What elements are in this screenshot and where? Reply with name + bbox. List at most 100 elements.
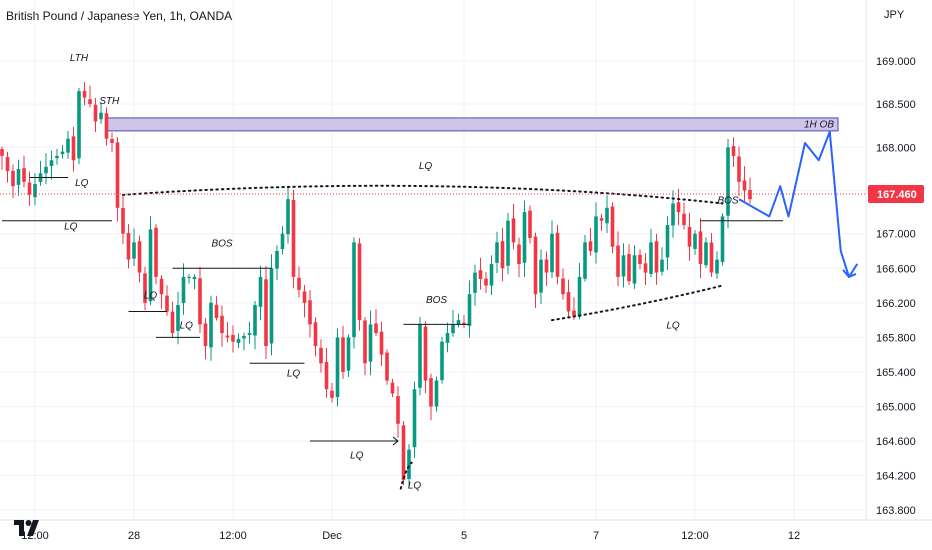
candle[interactable] (676, 188, 681, 226)
candle[interactable] (445, 322, 450, 353)
candle[interactable] (291, 189, 296, 289)
candle[interactable] (159, 275, 164, 309)
candle[interactable] (390, 378, 395, 398)
candle[interactable] (379, 321, 384, 367)
candle[interactable] (605, 195, 609, 233)
candle[interactable] (748, 177, 752, 204)
candle[interactable] (302, 285, 307, 318)
candle[interactable] (539, 249, 543, 304)
candle[interactable] (357, 237, 362, 331)
candle[interactable] (313, 317, 318, 357)
candle[interactable] (335, 328, 340, 407)
candle[interactable] (352, 237, 356, 349)
candle[interactable] (610, 202, 615, 254)
candle[interactable] (495, 231, 499, 274)
candle[interactable] (71, 127, 76, 172)
candle[interactable] (456, 313, 461, 328)
candle[interactable] (269, 254, 274, 356)
candle[interactable] (176, 291, 180, 345)
candle[interactable] (682, 202, 686, 230)
candle[interactable] (687, 212, 692, 261)
candle[interactable] (638, 249, 642, 270)
candle[interactable] (693, 230, 697, 255)
candle[interactable] (423, 321, 428, 393)
candle[interactable] (330, 382, 334, 403)
candle[interactable] (643, 253, 648, 286)
liquidity-curve[interactable] (399, 461, 413, 490)
candle[interactable] (396, 386, 400, 438)
candle[interactable] (506, 212, 510, 275)
candle[interactable] (522, 200, 527, 278)
candle[interactable] (187, 274, 191, 284)
candle[interactable] (368, 310, 373, 376)
candle[interactable] (599, 214, 604, 231)
candle[interactable] (99, 103, 103, 124)
candle[interactable] (731, 137, 736, 168)
candle[interactable] (737, 146, 741, 197)
candle[interactable] (665, 216, 670, 270)
candle[interactable] (341, 325, 345, 379)
candle[interactable] (220, 305, 224, 347)
candle[interactable] (165, 285, 169, 316)
candle[interactable] (16, 159, 21, 196)
candle[interactable] (115, 136, 120, 222)
candle[interactable] (720, 213, 725, 266)
candle[interactable] (225, 322, 230, 343)
candle[interactable] (555, 224, 560, 285)
candle[interactable] (484, 271, 488, 294)
candle[interactable] (198, 266, 202, 333)
candle[interactable] (363, 316, 367, 376)
candle[interactable] (649, 228, 653, 278)
candle[interactable] (170, 301, 175, 338)
candle[interactable] (533, 232, 538, 308)
candle[interactable] (44, 152, 48, 185)
ob-rect[interactable] (106, 117, 839, 132)
candle[interactable] (726, 139, 730, 229)
candle[interactable] (621, 243, 626, 288)
candle[interactable] (566, 279, 571, 319)
candle[interactable] (258, 265, 263, 321)
candle[interactable] (374, 309, 378, 336)
candle[interactable] (473, 264, 477, 306)
candle[interactable] (104, 107, 109, 146)
candle[interactable] (214, 296, 219, 321)
candle[interactable] (517, 237, 521, 278)
projection-path[interactable] (738, 130, 859, 278)
candle[interactable] (324, 347, 329, 398)
candle[interactable] (275, 245, 279, 281)
candle[interactable] (297, 266, 301, 298)
candle[interactable] (253, 301, 257, 350)
candle[interactable] (33, 173, 37, 206)
candle[interactable] (709, 233, 714, 277)
liquidity-curve[interactable] (122, 184, 724, 205)
candle[interactable] (632, 245, 637, 289)
candle[interactable] (154, 224, 158, 285)
candle[interactable] (5, 151, 10, 183)
candle[interactable] (209, 295, 213, 361)
candle[interactable] (11, 164, 15, 198)
candle[interactable] (319, 339, 323, 373)
candle[interactable] (418, 317, 422, 396)
candle[interactable] (462, 315, 466, 329)
candle[interactable] (346, 334, 351, 377)
candle[interactable] (236, 333, 241, 349)
candle[interactable] (27, 171, 32, 206)
candle[interactable] (489, 255, 494, 296)
candle[interactable] (0, 146, 4, 170)
candle[interactable] (93, 98, 98, 133)
candle[interactable] (385, 349, 389, 385)
candle[interactable] (143, 266, 147, 311)
candle[interactable] (286, 185, 290, 244)
candle[interactable] (577, 263, 582, 320)
candle[interactable] (429, 373, 433, 421)
candle[interactable] (654, 233, 659, 285)
candle[interactable] (401, 421, 406, 485)
candle[interactable] (412, 381, 417, 458)
candle[interactable] (77, 87, 81, 165)
candle[interactable] (698, 218, 703, 279)
candle[interactable] (742, 166, 747, 202)
candle[interactable] (247, 321, 252, 344)
candle[interactable] (308, 290, 312, 338)
candle[interactable] (137, 235, 142, 283)
